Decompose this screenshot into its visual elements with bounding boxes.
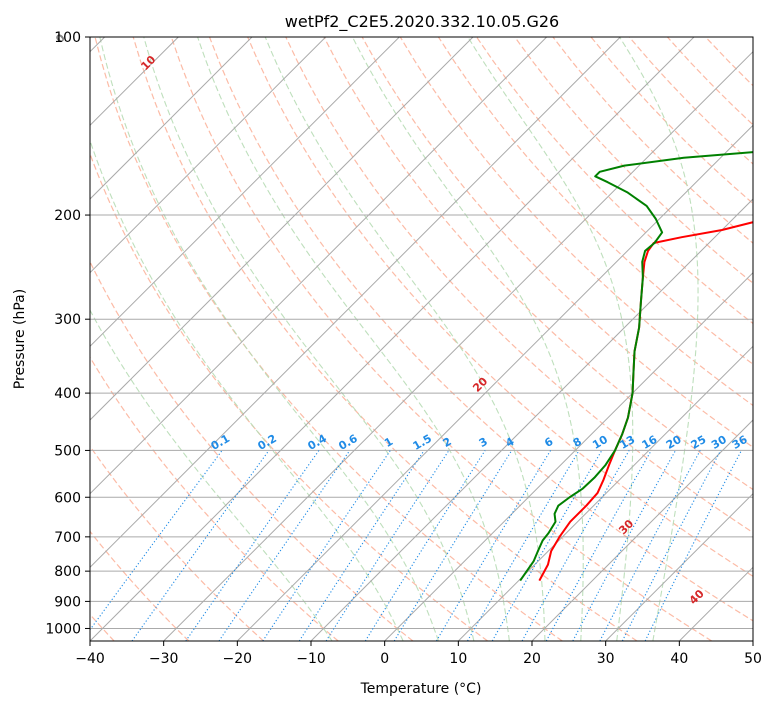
y-tick-label: 100 bbox=[54, 30, 81, 46]
x-tick-label: −30 bbox=[149, 651, 179, 667]
y-tick-label: 300 bbox=[54, 312, 81, 328]
moist-adiabat-line bbox=[90, 138, 404, 641]
dry-adiabat-line bbox=[90, 530, 190, 641]
mixing-ratio-line bbox=[131, 450, 270, 641]
x-tick-label: −20 bbox=[223, 651, 253, 667]
mixing-ratio-line bbox=[521, 450, 630, 641]
isotherm-line bbox=[457, 345, 753, 641]
dry-adiabat-line bbox=[399, 37, 753, 407]
x-tick-label: 10 bbox=[449, 651, 467, 667]
isotherm-line bbox=[90, 37, 474, 421]
mixing-ratio-line bbox=[325, 450, 450, 641]
y-tick-label: 700 bbox=[54, 530, 81, 546]
profiles bbox=[519, 151, 753, 582]
isotherm-line bbox=[163, 50, 753, 641]
axes: −40 −30 −20 −10 0 10 20 30 40 50 100 200 300 400 500 60… bbox=[45, 30, 762, 667]
isotherm-line bbox=[90, 37, 621, 569]
isotherm-line bbox=[90, 37, 548, 495]
background-lines bbox=[90, 37, 753, 641]
mixing-ratio-line bbox=[572, 450, 677, 641]
isotherm-line bbox=[90, 37, 400, 348]
y-tick-label: 200 bbox=[54, 208, 81, 224]
mixing-ratio-line bbox=[218, 450, 351, 641]
isotherm-line bbox=[531, 419, 753, 641]
x-tick-label: −10 bbox=[296, 651, 326, 667]
mixing-ratio-line bbox=[545, 450, 652, 641]
dewpoint-profile-line bbox=[519, 151, 753, 582]
mixing-ratio-line bbox=[364, 450, 486, 641]
x-tick-label: 30 bbox=[597, 651, 615, 667]
mixing-ratio-line bbox=[467, 450, 580, 641]
x-tick-label: 0 bbox=[380, 651, 389, 667]
isotherm-line bbox=[90, 37, 327, 274]
moist-adiabat-line bbox=[467, 37, 634, 641]
isotherm-line bbox=[310, 198, 753, 641]
moist-adiabat-line bbox=[197, 37, 510, 641]
moist-adiabat-line bbox=[99, 37, 440, 641]
isotherm-line bbox=[605, 492, 753, 641]
chart-title: wetPf2_C2E5.2020.332.10.05.G26 bbox=[285, 12, 559, 32]
isotherm-line bbox=[90, 37, 695, 641]
dry-adiabat-line bbox=[94, 37, 563, 641]
dry-adiabat-line bbox=[437, 37, 753, 365]
y-tick-label: 800 bbox=[54, 564, 81, 580]
y-tick-label: 400 bbox=[54, 386, 81, 402]
x-tick-label: −40 bbox=[75, 651, 105, 667]
mixing-ratio-line bbox=[393, 450, 513, 641]
x-tick-label: 20 bbox=[523, 651, 541, 667]
mixing-ratio-line bbox=[491, 450, 603, 641]
dry-adiabat-line bbox=[90, 356, 339, 641]
dry-adiabat-line bbox=[208, 37, 753, 622]
dry-adiabat-line bbox=[514, 37, 753, 284]
dry-adiabat-line bbox=[247, 37, 753, 577]
mixing-ratio-line bbox=[262, 450, 391, 641]
plot-area bbox=[90, 37, 753, 641]
moist-adiabat-line bbox=[619, 37, 699, 641]
isotherm-line bbox=[752, 640, 753, 641]
moist-adiabat-line bbox=[143, 37, 475, 641]
dry-adiabat-line bbox=[132, 37, 638, 641]
y-tick-label: 1000 bbox=[45, 621, 81, 637]
isotherm-line bbox=[236, 124, 753, 641]
y-tick-label: 500 bbox=[54, 443, 81, 459]
plot-frame bbox=[89, 36, 754, 642]
y-tick-label: 900 bbox=[54, 594, 81, 610]
dry-adiabat-line bbox=[90, 445, 264, 641]
mixing-ratio-line bbox=[298, 450, 425, 641]
x-axis-label: Temperature (°C) bbox=[360, 681, 482, 697]
isotherm-line bbox=[384, 271, 753, 641]
dry-adiabat-line bbox=[90, 152, 488, 641]
x-tick-label: 50 bbox=[744, 651, 762, 667]
x-tick-label: 40 bbox=[670, 651, 688, 667]
y-axis-label: Pressure (hPa) bbox=[12, 289, 28, 389]
y-tick-label: 600 bbox=[54, 490, 81, 506]
moist-adiabat-line bbox=[264, 37, 546, 641]
isotherm-line bbox=[90, 37, 253, 200]
